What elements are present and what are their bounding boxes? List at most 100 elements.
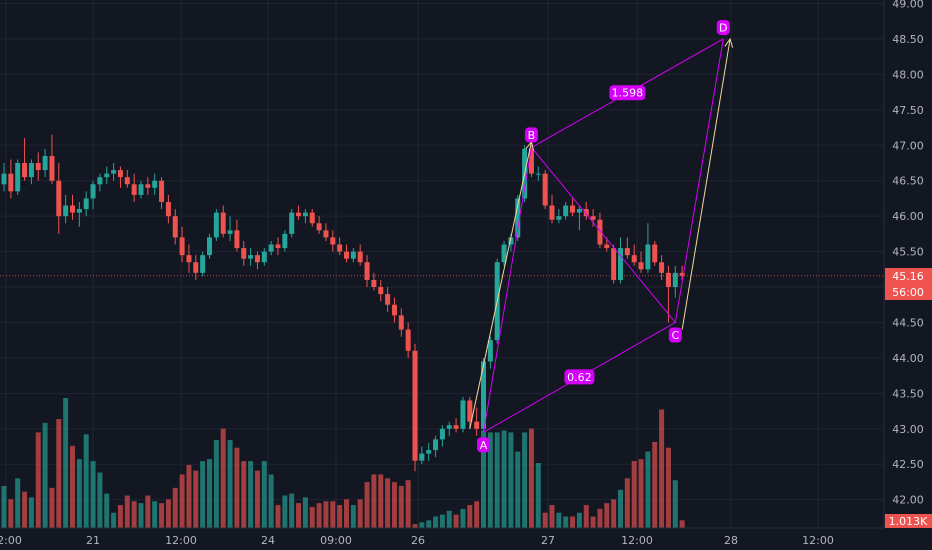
candle-body	[200, 255, 206, 273]
volume-bar	[90, 461, 96, 528]
point-c-label[interactable]: C	[668, 327, 682, 343]
candle-body	[213, 212, 219, 238]
volume-bar	[111, 512, 117, 528]
candle-body	[70, 205, 75, 213]
volume-bar	[159, 503, 165, 528]
price-label: 45.16	[892, 270, 924, 283]
candle-body	[563, 205, 569, 217]
candle-body	[179, 237, 185, 256]
volume-bar	[83, 434, 89, 528]
volume-bar	[220, 428, 226, 528]
volume-bar	[28, 497, 34, 528]
volume-bar	[302, 497, 308, 528]
candle-body	[234, 230, 240, 249]
ratio-bd-label-text: 1.598	[612, 87, 644, 100]
candle-body	[357, 251, 363, 263]
point-a-label[interactable]: A	[477, 437, 490, 453]
candle-body	[165, 201, 171, 217]
volume-bar	[152, 501, 158, 528]
candle-body	[508, 237, 514, 245]
candle-body	[570, 205, 576, 213]
candle-body	[659, 262, 665, 273]
volume-bar	[405, 480, 411, 528]
x-tick-label: 26	[411, 534, 425, 547]
volume-bars	[1, 398, 685, 528]
y-tick-label: 48.50	[892, 33, 924, 46]
volume-bar	[528, 428, 534, 528]
candle-body	[583, 209, 589, 217]
candle-body	[22, 163, 28, 178]
ratio-ac-label[interactable]: 0.62	[564, 369, 595, 385]
volume-bar	[309, 506, 315, 528]
candle-body	[193, 262, 199, 273]
candle-body	[371, 279, 377, 288]
candle-body	[302, 212, 308, 217]
volume-bar	[391, 482, 397, 528]
candle-body	[76, 209, 82, 213]
candle-body	[309, 212, 315, 224]
candle-body	[419, 453, 425, 461]
volume-bar	[522, 432, 528, 528]
candle-body	[460, 400, 466, 429]
point-a-label-text: A	[480, 439, 488, 452]
candle-body	[412, 350, 418, 461]
volume-bar	[494, 432, 500, 528]
candle-body	[1, 173, 7, 185]
projection-arrow	[681, 38, 731, 330]
volume-bar	[481, 430, 486, 528]
candle-body	[83, 198, 89, 210]
y-tick-label: 49.00	[892, 0, 924, 11]
pattern-path[interactable]	[483, 38, 724, 433]
ratio-bd-label[interactable]: 1.598	[609, 85, 646, 101]
volume-bar	[316, 503, 322, 528]
x-tick-label: 27	[541, 534, 555, 547]
y-tick-label: 42.50	[892, 458, 924, 471]
candle-body	[556, 216, 562, 220]
time-axis[interactable]: 12:00 21 12:00 24 09:00 26 27 12:00 28 12:00	[0, 534, 834, 547]
volume-bar	[131, 501, 137, 528]
candle-body	[487, 340, 493, 362]
x-tick-label: 12:00	[165, 534, 197, 547]
volume-bar	[474, 501, 480, 528]
candle-body	[364, 262, 370, 280]
price-label-box	[885, 268, 932, 284]
point-d-label[interactable]: D	[716, 19, 730, 35]
point-a-label-box	[477, 437, 490, 453]
candle-body	[618, 248, 623, 280]
volume-bar	[439, 514, 445, 528]
harmonic-pattern[interactable]: A B C D 1.598 0.62	[469, 19, 734, 453]
candle-body	[337, 244, 343, 252]
volume-bar	[261, 461, 267, 528]
candle-body	[323, 230, 329, 238]
price-axis[interactable]: 42.0042.5043.0043.5044.0044.5045.0045.50…	[892, 0, 924, 507]
candle-body	[159, 180, 165, 202]
candle-body	[254, 255, 260, 263]
axis-badges: 45.16 56:00 1.013K	[885, 268, 932, 528]
volume-bar	[645, 451, 651, 528]
candle-body	[42, 155, 48, 171]
volume-bar	[56, 419, 62, 528]
candle-body	[391, 304, 397, 316]
volume-bar	[398, 485, 404, 528]
candle-body	[672, 272, 678, 288]
point-b-label[interactable]: B	[524, 127, 538, 143]
candle-body	[28, 163, 34, 178]
volume-bar	[241, 461, 247, 528]
ratio-ac-label-text: 0.62	[567, 371, 592, 384]
candle-body	[282, 233, 288, 249]
point-b-label-text: B	[528, 129, 536, 142]
candle-body	[261, 251, 267, 263]
candle-body	[275, 244, 281, 249]
ratio-bd-label-box	[609, 85, 646, 101]
candle-body	[186, 255, 192, 263]
volume-bar	[337, 505, 343, 528]
point-c-label-box	[668, 327, 682, 343]
candle-body	[453, 425, 459, 429]
volume-bar	[207, 459, 212, 528]
candle-body	[433, 439, 439, 451]
candle-body	[350, 251, 356, 259]
point-b-label-box	[524, 127, 538, 143]
grid	[0, 0, 884, 528]
y-tick-label: 46.00	[892, 210, 924, 223]
